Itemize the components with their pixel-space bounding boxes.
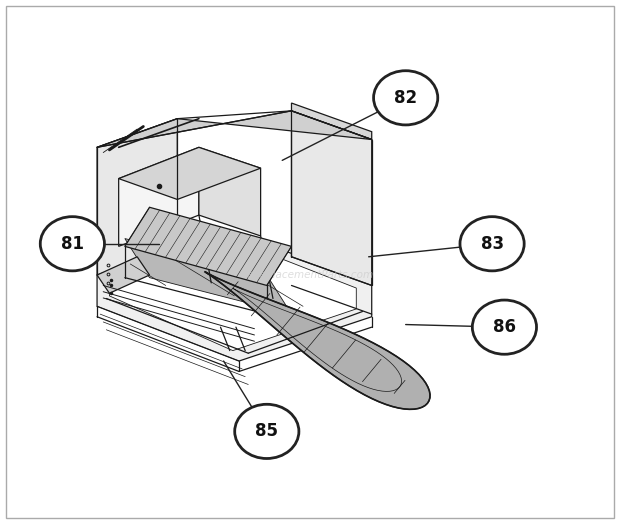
Polygon shape: [291, 111, 372, 286]
Polygon shape: [205, 272, 430, 409]
Polygon shape: [109, 238, 356, 351]
Polygon shape: [118, 147, 199, 246]
Polygon shape: [118, 147, 260, 200]
Text: 83: 83: [480, 235, 503, 253]
Polygon shape: [97, 257, 149, 293]
Text: eReplacementParts.com: eReplacementParts.com: [246, 270, 374, 280]
Polygon shape: [199, 147, 260, 236]
Circle shape: [374, 71, 438, 125]
Circle shape: [472, 300, 536, 354]
Circle shape: [40, 216, 104, 271]
Text: 82: 82: [394, 89, 417, 107]
Circle shape: [460, 216, 524, 271]
Polygon shape: [97, 231, 372, 361]
Polygon shape: [97, 118, 177, 275]
Polygon shape: [125, 238, 291, 314]
Text: 85: 85: [255, 422, 278, 440]
Polygon shape: [97, 111, 372, 147]
Circle shape: [235, 405, 299, 458]
Text: 81: 81: [61, 235, 84, 253]
Polygon shape: [291, 103, 372, 139]
Text: 86: 86: [493, 318, 516, 336]
Polygon shape: [125, 208, 291, 286]
